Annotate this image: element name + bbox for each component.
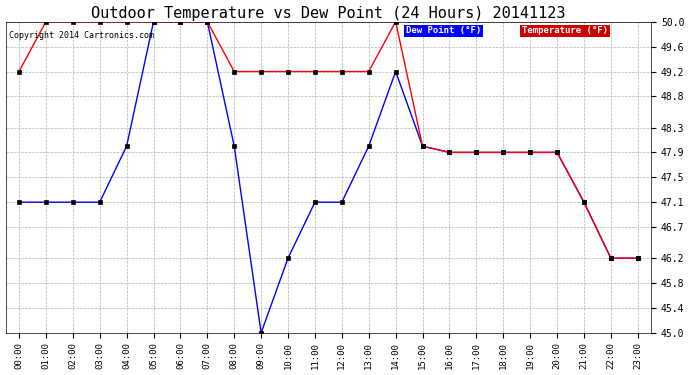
Text: Temperature (°F): Temperature (°F) (522, 26, 608, 35)
Text: Copyright 2014 Cartronics.com: Copyright 2014 Cartronics.com (9, 31, 154, 40)
Title: Outdoor Temperature vs Dew Point (24 Hours) 20141123: Outdoor Temperature vs Dew Point (24 Hou… (91, 6, 566, 21)
Text: Dew Point (°F): Dew Point (°F) (406, 26, 481, 35)
